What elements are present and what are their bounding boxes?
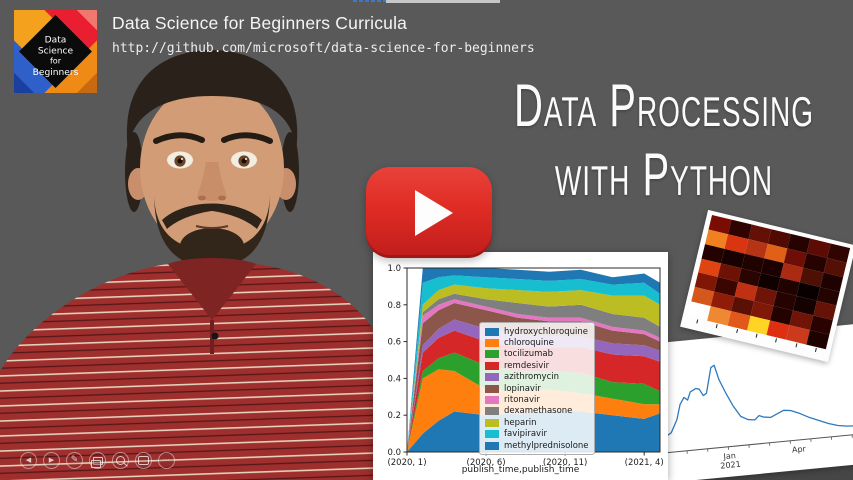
control-subtitles-button[interactable] <box>135 452 152 469</box>
area-series-heparin <box>407 284 660 452</box>
legend-item: hydroxychloroquine <box>485 326 589 337</box>
legend-swatch <box>485 418 499 427</box>
presentation-controls: ◀ ▶ ✎ ··· <box>20 452 175 469</box>
line-chart: Jan2021AprJul <box>664 364 853 471</box>
legend-label: remdesivir <box>504 360 550 371</box>
control-annotate-button[interactable]: ✎ <box>66 452 83 469</box>
heatmap-tick <box>736 328 738 333</box>
heatmap-tick <box>814 347 817 352</box>
legend-item: dexamethasone <box>485 406 589 417</box>
heatmap-tick <box>716 324 719 328</box>
legend-item: favipiravir <box>485 429 589 440</box>
legend-item: tocilizumab <box>485 349 589 360</box>
logo-text-line: Beginners <box>33 68 79 78</box>
y-tick-label: 0.6 <box>387 338 401 348</box>
legend-label: tocilizumab <box>504 349 554 360</box>
legend-label: chloroquine <box>504 338 554 349</box>
magnifier-icon <box>116 456 125 465</box>
area-series-tocilizumab <box>407 352 660 452</box>
legend-swatch <box>485 441 499 450</box>
legend-label: favipiravir <box>504 429 547 440</box>
legend-label: azithromycin <box>504 372 559 383</box>
legend-label: heparin <box>504 417 537 428</box>
legend-swatch <box>485 350 499 359</box>
x-axis-label: publish_time,publish_time <box>461 465 580 475</box>
lesson-title-line1: Data Processing <box>513 73 814 140</box>
lesson-title-line2: with Python <box>554 142 774 209</box>
logo-text-line: for <box>50 56 62 66</box>
legend-swatch <box>485 407 499 416</box>
play-icon <box>415 189 453 236</box>
legend-swatch <box>485 396 499 405</box>
legend-item: ritonavir <box>485 394 589 405</box>
y-tick-label: 1.0 <box>387 264 401 274</box>
legend-item: heparin <box>485 417 589 428</box>
top-edge-panel <box>386 0 500 3</box>
legend-swatch <box>485 373 499 382</box>
area-chart-panel: (2020, 1) (2020, 6) (2020, 11) (2021, 4) 0.0… <box>373 252 668 480</box>
display-icon <box>90 456 103 468</box>
arrow-right-icon: ▶ <box>48 456 55 464</box>
control-next-button[interactable]: ▶ <box>43 452 60 469</box>
legend-swatch <box>485 327 499 336</box>
legend-swatch <box>485 430 499 439</box>
heatmap-tick <box>696 319 699 324</box>
control-more-button[interactable]: ··· <box>158 452 175 469</box>
repo-url: http://github.com/microsoft/data-science… <box>112 41 535 56</box>
area-series-ritonavir <box>407 299 660 452</box>
area-series-remdesivir <box>407 330 660 452</box>
control-display-button[interactable] <box>89 452 106 469</box>
x-tick-label: (2021, 4) <box>625 458 664 468</box>
y-tick-label: 0.0 <box>387 448 401 458</box>
line-chart-panel: Jan2021AprJul <box>649 320 853 480</box>
legend-label: hydroxychloroquine <box>504 326 589 337</box>
legend-item: chloroquine <box>485 337 589 348</box>
course-logo: Data Science for Beginners <box>14 10 97 93</box>
legend-item: azithromycin <box>485 372 589 383</box>
x-tick-label: (2020, 1) <box>387 458 426 468</box>
youtube-play-button[interactable] <box>366 167 492 258</box>
legend-item: remdesivir <box>485 360 589 371</box>
legend-swatch <box>485 361 499 370</box>
legend-label: dexamethasone <box>504 406 573 417</box>
legend-label: ritonavir <box>504 395 540 406</box>
header: Data Science for Beginners Data Science … <box>14 10 535 93</box>
pen-icon: ✎ <box>70 455 79 465</box>
x-tick-label: (2020, 6) <box>467 458 506 468</box>
y-tick-label: 0.2 <box>387 411 401 421</box>
chart-legend: hydroxychloroquine chloroquine tocilizumab… <box>479 322 595 456</box>
legend-label: lopinavir <box>504 383 541 394</box>
lesson-title: Data Processing with Python <box>478 72 850 210</box>
legend-swatch <box>485 339 499 348</box>
ellipsis-icon: ··· <box>162 456 171 464</box>
control-zoom-button[interactable] <box>112 452 129 469</box>
area-series-favipiravir <box>407 275 660 452</box>
logo-text-line: Science <box>38 47 74 57</box>
legend-swatch <box>485 384 499 393</box>
x-tick-label: Jan <box>722 451 736 461</box>
legend-label: methylprednisolone <box>504 440 589 451</box>
legend-item: methylprednisolone <box>485 440 589 451</box>
x-tick-sublabel: 2021 <box>720 460 741 471</box>
top-edge-dashes <box>353 0 386 2</box>
arrow-left-icon: ◀ <box>25 456 32 464</box>
subtitles-icon <box>138 456 149 465</box>
heatmap-tick <box>795 343 797 347</box>
heatmap-tick <box>755 333 758 338</box>
control-previous-button[interactable]: ◀ <box>20 452 37 469</box>
legend-item: lopinavir <box>485 383 589 394</box>
y-tick-label: 0.4 <box>387 374 401 384</box>
y-tick-label: 0.8 <box>387 301 401 311</box>
video-title: Data Science for Beginners Curricula <box>112 13 408 33</box>
logo-text-line: Data <box>45 35 67 45</box>
x-tick-label: (2020, 11) <box>543 458 587 468</box>
heatmap-tick <box>775 338 778 343</box>
trend-line <box>664 364 853 438</box>
x-tick-label: Apr <box>792 444 807 454</box>
